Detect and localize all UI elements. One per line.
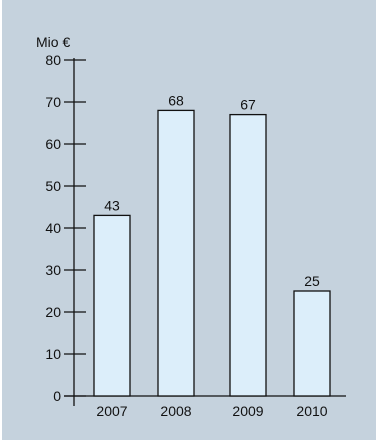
x-tick-label: 2010 [296, 403, 327, 419]
labels: 0 10 20 30 40 50 60 70 80 43 2007 68 2008 67 2009 25 201… [45, 52, 327, 419]
y-tick-label: 40 [45, 220, 61, 236]
y-tick-label: 50 [45, 178, 61, 194]
value-label: 25 [304, 273, 320, 289]
y-unit-label: Mio € [36, 34, 70, 50]
value-label: 68 [168, 92, 184, 108]
value-label: 43 [104, 197, 120, 213]
y-tick-label: 60 [45, 136, 61, 152]
x-tick-label: 2008 [160, 403, 191, 419]
bar-2007 [93, 214, 131, 397]
bar-2009 [229, 113, 267, 397]
y-tick-label: 30 [45, 262, 61, 278]
y-tick-label: 80 [45, 52, 61, 68]
x-tick-label: 2009 [232, 403, 263, 419]
bar-2008 [157, 109, 195, 397]
y-tick-label: 20 [45, 304, 61, 320]
y-tick-label: 0 [53, 388, 61, 404]
bar-2010 [293, 290, 331, 397]
y-tick-label: 10 [45, 346, 61, 362]
bars [93, 109, 331, 397]
x-tick-label: 2007 [96, 403, 127, 419]
y-tick-label: 70 [45, 94, 61, 110]
value-label: 67 [240, 97, 256, 113]
